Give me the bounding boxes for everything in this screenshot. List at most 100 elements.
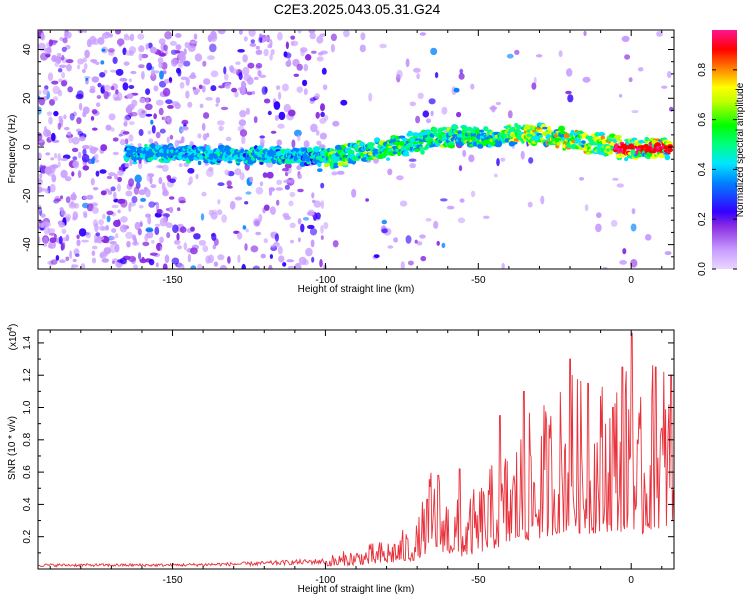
spectrogram-cell (297, 173, 303, 180)
spectrogram-cell (159, 217, 168, 227)
spectrogram-cell (414, 239, 418, 244)
spectrogram-cell (278, 111, 286, 121)
spectrogram-cell (420, 255, 427, 262)
spectrogram-cell (50, 259, 58, 265)
spectrogram-cell (223, 66, 227, 75)
spectrogram-cell (187, 182, 192, 186)
spectrogram-cell (409, 163, 417, 169)
spectrogram-cell (96, 102, 101, 107)
spectrogram-cell (137, 33, 145, 40)
spectrogram-cell (150, 69, 155, 77)
spectrogram-cell (58, 115, 63, 121)
spectrogram-cell (52, 96, 59, 102)
spectrogram-cell (40, 32, 45, 41)
spectrogram-cell (252, 265, 260, 269)
snr-y-label: SNR (10 * v/v) (7, 416, 18, 480)
spectrogram-cell (38, 186, 43, 193)
spectrogram-cell (72, 156, 78, 161)
spectrogram-cell (119, 224, 128, 233)
spectrogram-cell (68, 202, 77, 209)
spectrogram-cell (110, 236, 116, 240)
spectrogram-cell (184, 41, 190, 49)
spectrogram-cell (240, 87, 246, 96)
spectrogram-cell (150, 119, 154, 125)
spectrogram-cell (430, 47, 438, 56)
spectrogram-cell (595, 223, 602, 233)
spectrogram-cell (234, 196, 243, 201)
spectrogram-cell (507, 110, 513, 119)
spectrogram-cell (143, 186, 148, 192)
spectrogram-cell (316, 140, 322, 146)
spectrogram-cell (141, 256, 145, 262)
spectrogram-cell (100, 190, 107, 196)
spectrogram-cell (158, 107, 164, 116)
spectrogram-cell (91, 245, 98, 250)
spectrogram-cell (112, 137, 119, 142)
spectrogram-cell (38, 42, 46, 51)
spectrogram-cell (631, 110, 639, 114)
spectrogram-cell (111, 228, 117, 233)
colorbar-tick-label: 0.8 (697, 62, 708, 76)
spectrogram-cell (319, 33, 327, 37)
spectrogram-cell (166, 232, 171, 239)
spectrogram-cell (398, 135, 406, 139)
spectrogram-cell (442, 126, 447, 130)
spectrogram-cell (78, 228, 87, 237)
spectrogram-cell (263, 204, 270, 211)
spectrogram-cell (128, 134, 134, 142)
spectrogram-cell (321, 67, 327, 75)
spectrogram-cell (309, 97, 317, 102)
spectrogram-cell (169, 40, 177, 46)
snr-axis-ticks: -150 -100 -50 0 0.2 0.4 0.6 0.8 1.0 1.2 1.4 (22, 330, 674, 586)
snr-panel: -150 -100 -50 0 0.2 0.4 0.6 0.8 1.0 1.2 1.4 Height… (7, 324, 675, 595)
spectrogram-cell (581, 140, 586, 144)
spectrogram-cell (138, 53, 143, 61)
spectrogram-cell (72, 160, 79, 168)
spectrogram-cell (447, 141, 455, 146)
spectrogram-cell (40, 52, 48, 61)
spectrogram-cell (91, 257, 97, 264)
spectrogram-cell (293, 73, 300, 78)
spectrogram-cell (542, 126, 548, 130)
spectrogram-cell (69, 113, 75, 121)
spectrogram-cell (215, 103, 219, 107)
spectrogram-cell (158, 177, 163, 185)
spectrogram-cell (110, 127, 115, 132)
spectrogram-cell (303, 63, 309, 72)
spectrogram-cell (495, 101, 502, 106)
spectrogram-cell (234, 168, 242, 176)
spectrogram-cell (94, 159, 100, 163)
spectrogram-cell (81, 153, 90, 163)
spectrogram-y-label: Frequency (Hz) (7, 115, 18, 184)
spectrogram-cell (235, 61, 241, 65)
spectrogram-cell (303, 88, 308, 96)
spectrogram-cell (496, 158, 500, 167)
spectrogram-cell (56, 56, 62, 65)
spectrogram-cell (299, 161, 306, 167)
spectrogram-cell (190, 40, 198, 44)
spectrogram-cell (106, 175, 113, 180)
spectrogram-cell (317, 52, 324, 56)
spectrogram-cell (609, 149, 613, 155)
spectrogram-cell (312, 199, 316, 204)
spectrogram-cell (193, 233, 201, 240)
y-tick-label: 0.6 (22, 465, 33, 479)
spectrogram-cell (155, 131, 161, 139)
spectrogram-cell (270, 49, 275, 56)
spectrogram-cell (57, 122, 61, 130)
spectrogram-cell (86, 203, 94, 212)
spectrogram-cell (309, 228, 318, 236)
spectrogram-cell (290, 35, 296, 40)
spectrogram-cell (172, 224, 179, 233)
spectrogram-cell (103, 69, 108, 74)
spectrogram-cell (242, 225, 247, 230)
spectrogram-cell (82, 195, 88, 200)
spectrogram-cell (79, 136, 86, 142)
spectrogram-cell (322, 84, 328, 91)
spectrogram-cell (209, 43, 217, 53)
spectrogram-cell (201, 122, 206, 131)
spectrogram-cell (565, 90, 572, 95)
spectrogram-cell (262, 172, 268, 178)
spectrogram-cell (269, 206, 276, 215)
spectrogram-cell (151, 125, 156, 134)
